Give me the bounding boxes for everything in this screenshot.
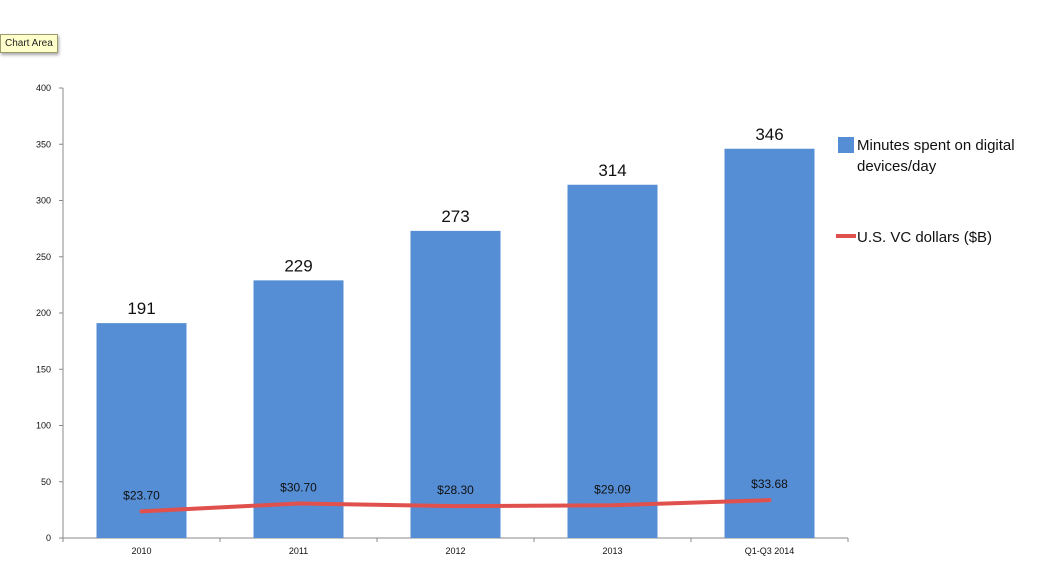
- legend: Minutes spent on digital devices/day U.S. …: [836, 137, 1015, 246]
- y-tick-label: 350: [36, 139, 51, 149]
- y-tick-label: 150: [36, 364, 51, 374]
- bar: [567, 184, 658, 538]
- line-series: [139, 498, 772, 514]
- y-tick-label: 0: [46, 533, 51, 543]
- bar-data-label: 191: [127, 299, 155, 318]
- bar-data-labels: 191 229 273 314 346: [127, 125, 783, 318]
- line-data-label: $30.70: [280, 480, 317, 494]
- bar: [410, 230, 501, 538]
- line-data-label: $28.30: [437, 483, 474, 497]
- legend-label-bar: Minutes spent on digital: [857, 137, 1015, 154]
- legend-swatch-bar: [838, 137, 854, 153]
- category-axis-labels: 2010 2011 2012 2013 Q1-Q3 2014: [131, 546, 794, 556]
- legend-label-bar: devices/day: [857, 158, 937, 175]
- legend-label-line: U.S. VC dollars ($B): [857, 229, 992, 246]
- bar: [96, 323, 187, 538]
- line-data-label: $33.68: [751, 477, 788, 491]
- bar-data-label: 229: [284, 256, 312, 275]
- y-tick-label: 400: [36, 83, 51, 93]
- bar-data-label: 273: [441, 207, 469, 226]
- line-data-label: $29.09: [594, 482, 631, 496]
- x-category-label: 2013: [602, 546, 622, 556]
- chart-area-tooltip: Chart Area: [0, 34, 58, 53]
- bar-series: [96, 148, 815, 538]
- x-category-label: 2010: [131, 546, 151, 556]
- line-data-labels: $23.70 $30.70 $28.30 $29.09 $33.68: [123, 477, 788, 502]
- line-data-label: $23.70: [123, 488, 160, 502]
- x-category-label: 2012: [445, 546, 465, 556]
- bar-data-label: 346: [755, 125, 783, 144]
- y-tick-label: 100: [36, 421, 51, 431]
- bar: [724, 148, 815, 538]
- x-category-label: 2011: [289, 546, 308, 556]
- y-tick-label: 50: [41, 477, 51, 487]
- y-tick-label: 200: [36, 308, 51, 318]
- bar: [253, 280, 344, 538]
- y-tick-label: 300: [36, 196, 51, 206]
- y-tick-label: 250: [36, 252, 51, 262]
- x-category-label: Q1-Q3 2014: [745, 546, 795, 556]
- bar-data-label: 314: [598, 161, 626, 180]
